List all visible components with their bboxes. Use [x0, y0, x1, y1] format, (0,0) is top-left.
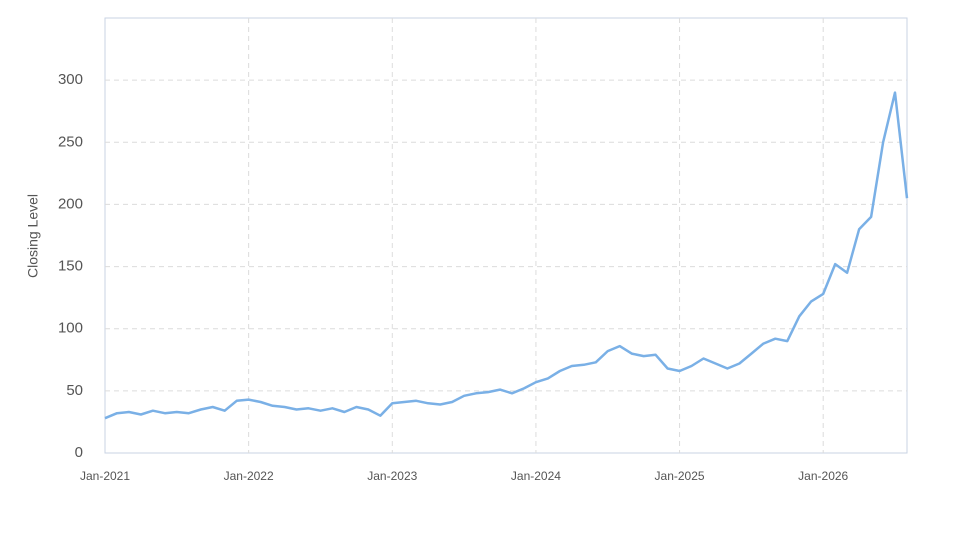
x-tick-label: Jan-2022	[224, 469, 274, 483]
y-tick-label: 100	[58, 320, 83, 337]
x-tick-label: Jan-2025	[655, 469, 705, 483]
y-axis-label: Closing Level	[25, 194, 41, 278]
x-tick-label: Jan-2021	[80, 469, 130, 483]
y-tick-label: 150	[58, 258, 83, 275]
y-tick-label: 200	[58, 195, 83, 212]
x-tick-label: Jan-2023	[367, 469, 417, 483]
y-tick-label: 300	[58, 71, 83, 88]
x-tick-label: Jan-2024	[511, 469, 561, 483]
y-tick-label: 250	[58, 133, 83, 150]
plot-frame	[104, 17, 908, 454]
y-tick-label: 50	[66, 382, 83, 399]
x-tick-label: Jan-2026	[798, 469, 848, 483]
y-tick-label: 0	[75, 444, 83, 461]
line	[104, 91, 909, 420]
